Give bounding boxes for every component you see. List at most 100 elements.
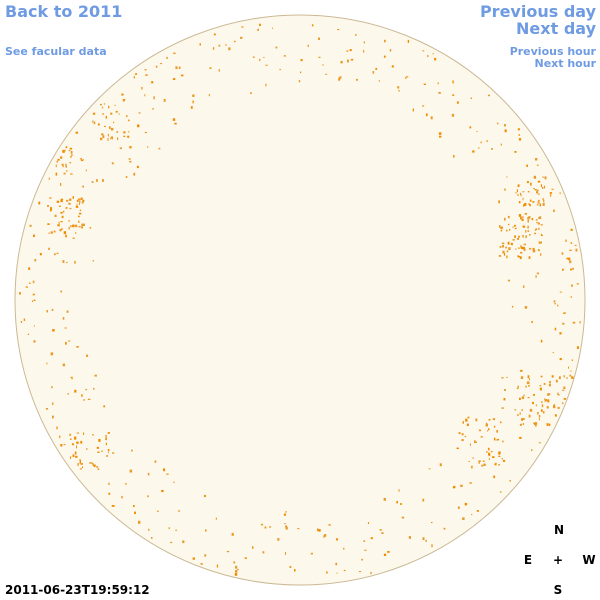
facula [544, 398, 546, 400]
facula [504, 389, 506, 391]
facula [469, 126, 472, 129]
timestamp: 2011-06-23T19:59:12 [5, 583, 150, 597]
facula [178, 509, 180, 512]
facula [101, 133, 104, 136]
facula [397, 86, 400, 89]
facula [536, 222, 539, 224]
facula [237, 568, 239, 571]
facula [543, 383, 546, 385]
facula [547, 399, 550, 403]
facula [78, 215, 80, 218]
facula [566, 377, 568, 380]
facula [531, 218, 534, 221]
facula [57, 158, 60, 161]
facula [111, 136, 113, 140]
facula [29, 224, 32, 227]
facula [141, 86, 143, 90]
facula [107, 451, 109, 453]
facula [493, 475, 496, 479]
facula [68, 220, 70, 222]
facula [504, 217, 506, 221]
facula [19, 292, 21, 295]
facula [565, 239, 567, 242]
facula [499, 491, 502, 493]
next-day-link[interactable]: Next day [516, 19, 596, 38]
facula [500, 143, 502, 146]
facula [75, 131, 78, 134]
compass-north: N [553, 523, 565, 537]
facula [537, 222, 540, 225]
facula [70, 150, 73, 154]
facula [107, 449, 110, 452]
facula [172, 78, 176, 80]
facula [173, 52, 176, 55]
facula [501, 242, 505, 244]
facula [47, 205, 49, 207]
facula [74, 260, 76, 264]
facula [181, 74, 184, 77]
facula [523, 285, 525, 288]
facula [110, 112, 113, 115]
facula [102, 179, 104, 182]
facula [263, 57, 265, 58]
facula [56, 426, 58, 430]
facula [80, 440, 83, 444]
previous-day-link[interactable]: Previous day [479, 2, 596, 21]
facula [118, 113, 120, 115]
facula [522, 225, 526, 228]
facula [509, 480, 511, 482]
facula [456, 447, 459, 449]
facula [427, 55, 429, 58]
facula [539, 387, 542, 391]
facula [499, 225, 501, 228]
facula [50, 208, 52, 212]
facula [536, 164, 539, 166]
facula [491, 148, 493, 150]
facula [517, 237, 519, 240]
next-hour-link[interactable]: Next hour [534, 57, 597, 70]
facula [398, 89, 400, 92]
facula [518, 138, 522, 141]
facula [422, 105, 425, 107]
facula [453, 155, 455, 158]
facula [517, 184, 520, 187]
facula [542, 186, 544, 189]
facula [153, 96, 155, 100]
facula [105, 442, 107, 446]
facula [527, 217, 530, 220]
facula [515, 192, 517, 194]
facula [75, 452, 77, 455]
facula [79, 209, 81, 212]
facula [506, 176, 508, 178]
facula [572, 267, 574, 270]
facula [129, 469, 133, 473]
facula [541, 401, 543, 403]
facula [108, 482, 110, 485]
facula [235, 570, 238, 573]
compass-center: + [552, 553, 564, 567]
facular-data-link[interactable]: See facular data [5, 45, 107, 58]
facula [71, 376, 73, 380]
facula [138, 520, 141, 524]
facula [529, 204, 531, 207]
facula [81, 202, 84, 204]
facula [559, 358, 562, 361]
facula [476, 510, 479, 512]
facula [75, 232, 77, 234]
facula [92, 260, 94, 262]
facula [285, 526, 288, 530]
facula [471, 514, 473, 516]
facula [27, 333, 30, 335]
previous-hour-link[interactable]: Previous hour [509, 45, 596, 58]
facula [70, 438, 72, 440]
facula [70, 156, 72, 158]
facula [204, 494, 206, 498]
facula [383, 55, 386, 58]
facula [522, 216, 524, 219]
facula [54, 253, 56, 256]
facula [66, 261, 68, 264]
back-link[interactable]: Back to 2011 [5, 2, 123, 21]
facula [389, 49, 392, 52]
facula [528, 256, 531, 259]
facula [61, 227, 63, 230]
